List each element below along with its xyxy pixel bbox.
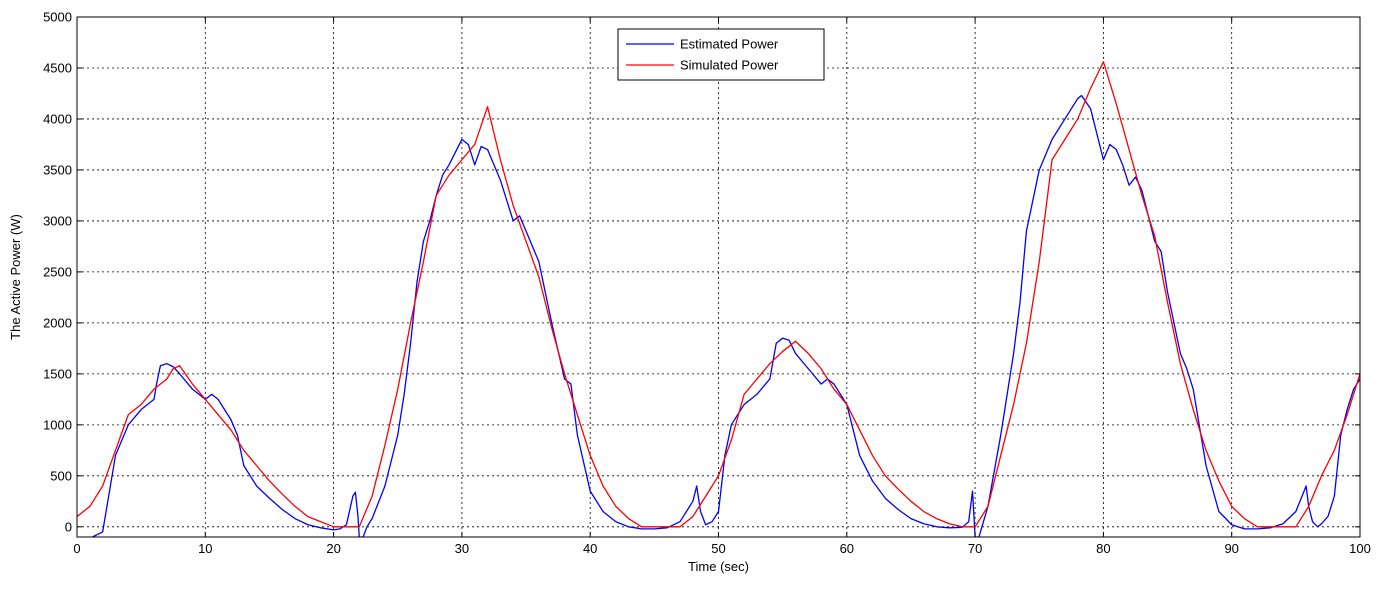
x-tick-label: 70 [968,541,982,556]
x-tick-label: 100 [1349,541,1371,556]
x-tick-label: 0 [73,541,80,556]
y-tick-label: 3000 [43,213,72,228]
legend-label-simulated: Simulated Power [680,58,779,73]
y-tick-label: 0 [65,519,72,534]
legend-label-estimated: Estimated Power [680,37,779,52]
series-line-simulated-power [77,61,1360,528]
y-tick-label: 2500 [43,264,72,279]
x-tick-label: 80 [1096,541,1110,556]
legend-box [617,28,825,81]
series-layer [77,61,1360,537]
y-tick-label: 4000 [43,111,72,126]
y-tick-label: 4500 [43,60,72,75]
y-axis-label: The Active Power (W) [8,214,23,340]
y-tick-label: 1500 [43,366,72,381]
y-tick-label: 3500 [43,162,72,177]
axis-ticks: 0 10 20 30 40 50 60 70 80 90 100050010001500200025… [43,10,1371,557]
y-tick-label: 5000 [43,10,72,25]
x-axis-label: Time (sec) [688,559,749,574]
x-tick-label: 40 [583,541,597,556]
x-tick-label: 60 [840,541,854,556]
x-tick-label: 10 [198,541,212,556]
x-tick-label: 20 [326,541,340,556]
x-tick-label: 30 [455,541,469,556]
y-tick-label: 500 [50,468,72,483]
x-tick-label: 50 [711,541,725,556]
legend: Estimated Power Simulated Power [617,28,825,81]
y-tick-label: 1000 [43,417,72,432]
x-tick-label: 90 [1224,541,1238,556]
y-tick-label: 2000 [43,315,72,330]
